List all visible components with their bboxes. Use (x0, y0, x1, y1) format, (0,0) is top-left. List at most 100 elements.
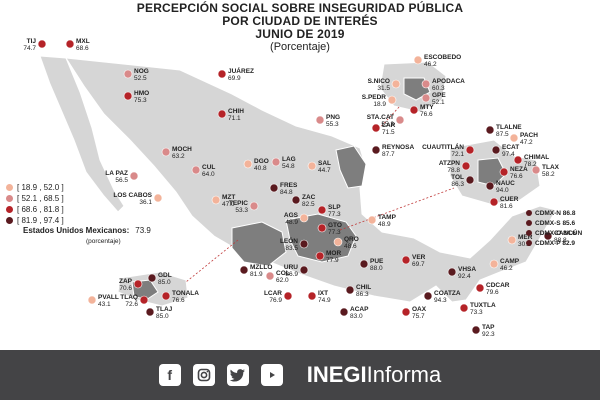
city-name-ixt: IXT (318, 290, 328, 297)
city-marker-pach (509, 133, 519, 143)
city-marker-vhsa (447, 267, 457, 277)
city-value-mor: 77.9 (326, 257, 339, 264)
city-name-lar: LAR (382, 122, 396, 129)
city-name-tlaq: TLAQ (120, 294, 138, 301)
title-block: PERCEPCIÓN SOCIAL SOBRE INSEGURIDAD PÚBL… (0, 2, 600, 54)
city-value-qro: 48.6 (344, 243, 357, 250)
city-value-png: 55.3 (326, 121, 339, 128)
city-marker-mty (409, 105, 419, 115)
city-marker-chil (345, 285, 355, 295)
city-name-lcar: LCAR (264, 290, 282, 297)
city-value-ju-rez: 69.9 (228, 75, 241, 82)
tamaulipas-region (335, 145, 367, 189)
city-value-s-nico: 31.5 (377, 85, 390, 92)
city-marker-tlalne (485, 125, 495, 135)
city-name-cdcar: CDCAR (486, 282, 510, 289)
city-name-chil: CHIL (356, 284, 371, 291)
city-value-lag: 54.8 (282, 163, 295, 170)
cdmx-item: CDMX-P 82.9 (526, 238, 576, 248)
city-name-coatza: COATZA (434, 290, 461, 297)
inegi-brand: INEGIInforma (307, 362, 442, 388)
city-value-chimal: 78.2 (524, 161, 537, 168)
city-marker-sta-cat (395, 115, 405, 125)
city-value-pue: 88.0 (370, 265, 383, 272)
city-value-mer: 30.2 (518, 241, 531, 248)
city-name-nog: NOG (134, 68, 149, 75)
city-marker-pue (359, 259, 369, 269)
city-value-tuxtla: 73.3 (470, 309, 483, 316)
city-name-tij: TIJ (27, 38, 37, 45)
city-marker-lar (371, 123, 381, 133)
city-marker-atzpn (461, 161, 471, 171)
legend-label: [ 52.1 , 68.5 ] (17, 194, 64, 203)
city-value-tamp: 48.9 (378, 221, 391, 228)
instagram-icon[interactable] (192, 364, 215, 386)
city-name-camp: CAMP (500, 258, 520, 265)
city-value-tepic: 53.3 (235, 207, 248, 214)
city-value-tap: 92.3 (482, 331, 495, 338)
city-marker-uru (299, 265, 309, 275)
city-name-moch: MOCH (172, 146, 192, 153)
title-line1: PERCEPCIÓN SOCIAL SOBRE INSEGURIDAD PÚBL… (136, 1, 464, 15)
city-name-le-n: LEÓN (280, 236, 298, 245)
city-value-fres: 84.8 (280, 189, 293, 196)
cdmx-item: CDMX-N 86.8 (526, 208, 576, 218)
city-marker-escobedo (413, 55, 423, 65)
city-name-ju-rez: JUÁREZ (228, 66, 254, 75)
city-name-tuxtla: TUXTLA (470, 302, 496, 309)
legend-item: [ 81.9 , 97.4 ] (6, 215, 64, 226)
youtube-icon[interactable] (260, 364, 283, 386)
city-value-le-n: 83.5 (285, 245, 298, 252)
city-value-oax: 75.7 (412, 313, 425, 320)
legend-label: [ 68.6 , 81.8 ] (17, 205, 64, 214)
city-marker-lcar (283, 291, 293, 301)
city-marker-slp (317, 205, 327, 215)
city-name-tol: TOL (451, 174, 464, 181)
city-name-tlax: TLAX (542, 164, 560, 171)
legend-swatch (6, 217, 13, 224)
city-name-ecat: ECAT (502, 144, 519, 151)
city-value-gto: 77.3 (328, 229, 341, 236)
city-value-canc-n: 88.8 (554, 237, 567, 244)
city-name-hmo: HMO (134, 90, 149, 97)
city-marker-cuer (489, 197, 499, 207)
instagram-glyph (197, 368, 211, 382)
city-name-mer: MER (518, 234, 533, 241)
city-value-acap: 83.0 (350, 313, 363, 320)
cdmx-item: CDMX-S 85.6 (526, 218, 576, 228)
brand-light: Informa (366, 362, 442, 387)
legend-item: [ 18.9 , 52.0 ] (6, 182, 64, 193)
city-marker-sal (307, 161, 317, 171)
city-marker-ecat (491, 145, 501, 155)
city-marker-coatza (423, 291, 433, 301)
legend-swatch (6, 206, 13, 213)
city-marker-png (315, 115, 325, 125)
city-value-apodaca: 60.3 (432, 85, 445, 92)
city-value-mzt: 47.0 (222, 201, 235, 208)
city-value-gpe: 52.1 (432, 99, 445, 106)
title-line3: JUNIO DE 2019 (255, 27, 345, 41)
city-value-reynosa: 87.7 (382, 151, 395, 158)
city-value-ecat: 97.4 (502, 151, 515, 158)
city-value-tlaj: 85.0 (156, 313, 169, 320)
city-marker-dgo (243, 159, 253, 169)
twitter-icon[interactable] (226, 364, 249, 386)
city-value-sta-cat: 55.3 (381, 121, 394, 128)
cdmx-inset-core (477, 157, 507, 187)
city-name-tamp: TAMP (378, 214, 397, 221)
youtube-glyph (269, 372, 275, 378)
city-value-nauc: 94.0 (496, 187, 509, 194)
city-marker-reynosa (371, 145, 381, 155)
city-value-zac: 82.5 (302, 201, 315, 208)
city-value-ixt: 74.9 (318, 297, 331, 304)
city-value-tlax: 58.2 (542, 171, 555, 178)
city-name-tap: TAP (482, 324, 495, 331)
city-marker-gdl (147, 273, 157, 283)
national-unit: (porcentaje) (86, 238, 121, 245)
city-value-mxl: 68.6 (76, 45, 89, 52)
city-value-mty: 76.6 (420, 111, 433, 118)
city-value-hmo: 75.3 (134, 97, 147, 104)
city-value-tlaq: 72.6 (125, 301, 138, 308)
city-value-cdcar: 79.6 (486, 289, 499, 296)
facebook-icon[interactable]: f (158, 364, 181, 386)
